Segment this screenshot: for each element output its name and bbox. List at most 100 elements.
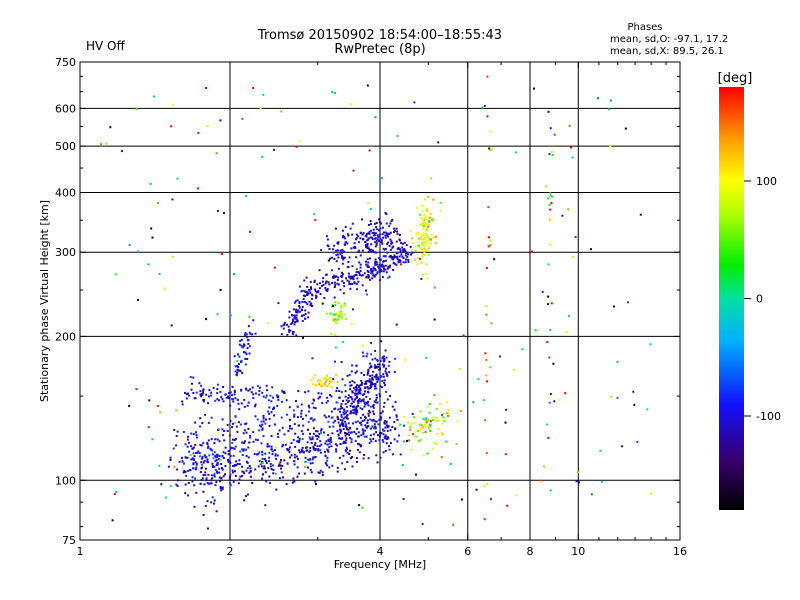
data-point <box>193 505 196 508</box>
data-point <box>221 467 223 470</box>
data-point <box>369 384 372 387</box>
data-point <box>308 451 311 453</box>
data-point <box>229 404 232 407</box>
data-point <box>412 433 415 436</box>
data-point <box>307 316 310 319</box>
data-point <box>377 378 380 381</box>
data-point <box>386 426 389 429</box>
data-point <box>340 403 343 406</box>
data-point <box>227 453 230 456</box>
data-point <box>293 317 296 320</box>
data-point <box>383 379 386 382</box>
data-point <box>356 457 358 460</box>
data-point <box>377 366 380 368</box>
data-point <box>283 390 286 393</box>
data-point <box>414 258 417 261</box>
data-point <box>319 449 322 452</box>
colorbar-tick-label: -100 <box>756 410 781 423</box>
data-point <box>216 470 218 473</box>
data-point <box>393 408 396 411</box>
data-point <box>307 421 310 423</box>
data-point <box>336 387 339 390</box>
data-point <box>137 298 139 301</box>
data-point <box>389 238 392 241</box>
data-point <box>439 403 441 406</box>
data-point <box>239 475 242 478</box>
data-point <box>190 458 193 461</box>
data-point <box>561 214 564 217</box>
data-point <box>271 453 274 456</box>
data-point <box>413 416 415 419</box>
data-point <box>343 408 346 411</box>
data-point <box>157 405 159 407</box>
data-point <box>375 398 378 401</box>
data-point <box>353 405 356 408</box>
data-point <box>350 402 353 405</box>
data-point <box>391 256 394 258</box>
data-point <box>326 443 329 446</box>
data-point <box>184 456 187 459</box>
data-point <box>281 426 284 429</box>
data-point <box>349 396 352 398</box>
data-point <box>181 403 184 406</box>
data-point <box>421 253 424 256</box>
data-point <box>292 331 295 334</box>
data-point <box>546 341 549 344</box>
data-point <box>364 429 366 432</box>
data-point <box>369 411 372 414</box>
data-point <box>212 386 215 389</box>
data-point <box>324 376 327 379</box>
data-point <box>203 459 206 462</box>
data-point <box>328 382 331 385</box>
data-point <box>336 401 339 404</box>
data-point <box>384 268 387 271</box>
data-point <box>342 417 345 420</box>
data-point <box>367 276 370 278</box>
data-point <box>268 406 271 409</box>
data-point <box>377 229 380 232</box>
data-point <box>369 397 371 400</box>
data-point <box>328 442 331 445</box>
data-point <box>304 313 307 315</box>
data-point <box>379 434 382 437</box>
data-point <box>159 411 162 414</box>
data-point <box>274 472 277 475</box>
data-point <box>344 449 347 452</box>
data-point <box>202 461 205 464</box>
data-point <box>393 231 395 234</box>
data-point <box>164 496 167 499</box>
data-point <box>355 271 358 274</box>
data-point <box>186 438 189 441</box>
data-point <box>366 372 369 375</box>
data-point <box>308 300 311 303</box>
data-point <box>342 234 345 237</box>
data-point <box>358 261 361 264</box>
data-point <box>331 256 333 259</box>
data-point <box>323 297 326 299</box>
data-point <box>238 355 241 358</box>
data-point <box>353 275 355 278</box>
data-point <box>266 445 269 448</box>
data-point <box>208 454 211 457</box>
data-point <box>364 417 367 420</box>
data-point <box>340 361 343 363</box>
data-point <box>415 435 418 438</box>
data-point <box>367 414 370 417</box>
data-point <box>521 348 524 351</box>
data-point <box>386 267 389 270</box>
data-point <box>369 387 372 390</box>
data-point <box>271 450 274 453</box>
data-point <box>286 323 288 326</box>
data-point <box>300 430 303 433</box>
data-point <box>306 291 309 294</box>
data-point <box>549 127 552 130</box>
data-point <box>375 373 378 376</box>
data-point <box>374 427 377 430</box>
data-point <box>331 304 334 307</box>
data-point <box>206 458 209 461</box>
data-point <box>327 434 330 437</box>
data-point <box>383 248 386 251</box>
data-point <box>412 422 415 425</box>
data-point <box>216 455 219 458</box>
data-point <box>425 233 428 236</box>
